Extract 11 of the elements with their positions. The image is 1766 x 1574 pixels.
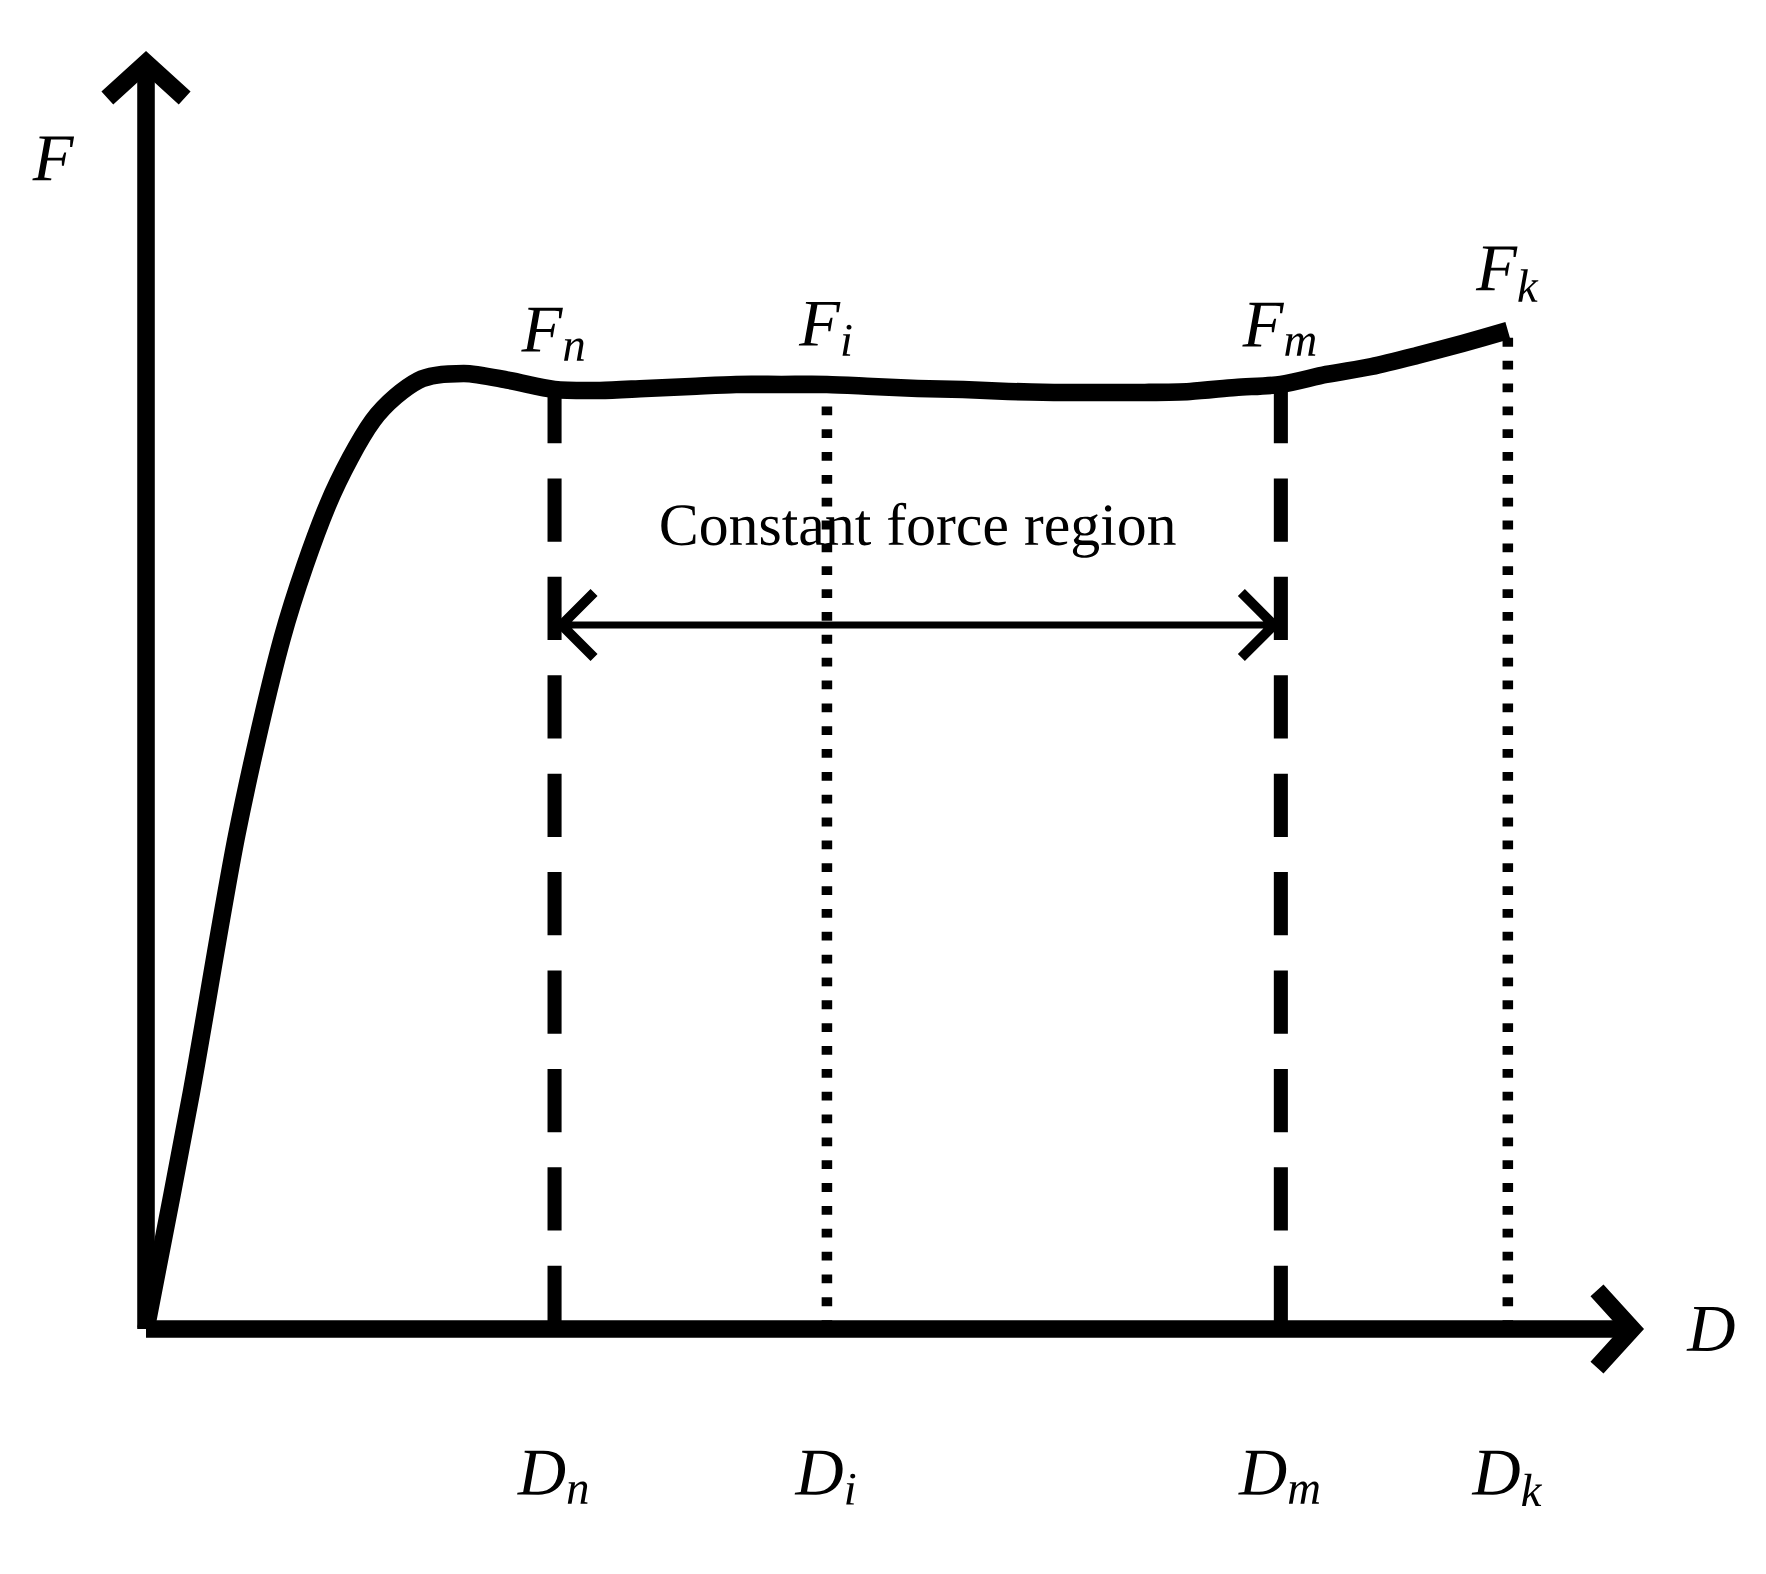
x-axis-title: D bbox=[1686, 1307, 1735, 1351]
ref-line-label: F$_{k}$ bbox=[1475, 246, 1539, 302]
x-tick-label: D$_{m}$ bbox=[1238, 1450, 1320, 1504]
annotation: Constant force region bbox=[661, 502, 1176, 558]
x-tick-label: D$_{k}$ bbox=[1471, 1450, 1543, 1507]
x-tick-label: D$_{n}$ bbox=[517, 1450, 588, 1504]
ref-line-label: F$_{m}$ bbox=[1242, 302, 1316, 356]
ref-line-label: F$_{n}$ bbox=[521, 307, 584, 361]
y-axis-title: F bbox=[32, 136, 75, 181]
x-tick-label: D$_{i}$ bbox=[794, 1450, 856, 1505]
ref-line-label: F$_{i}$ bbox=[798, 301, 852, 356]
